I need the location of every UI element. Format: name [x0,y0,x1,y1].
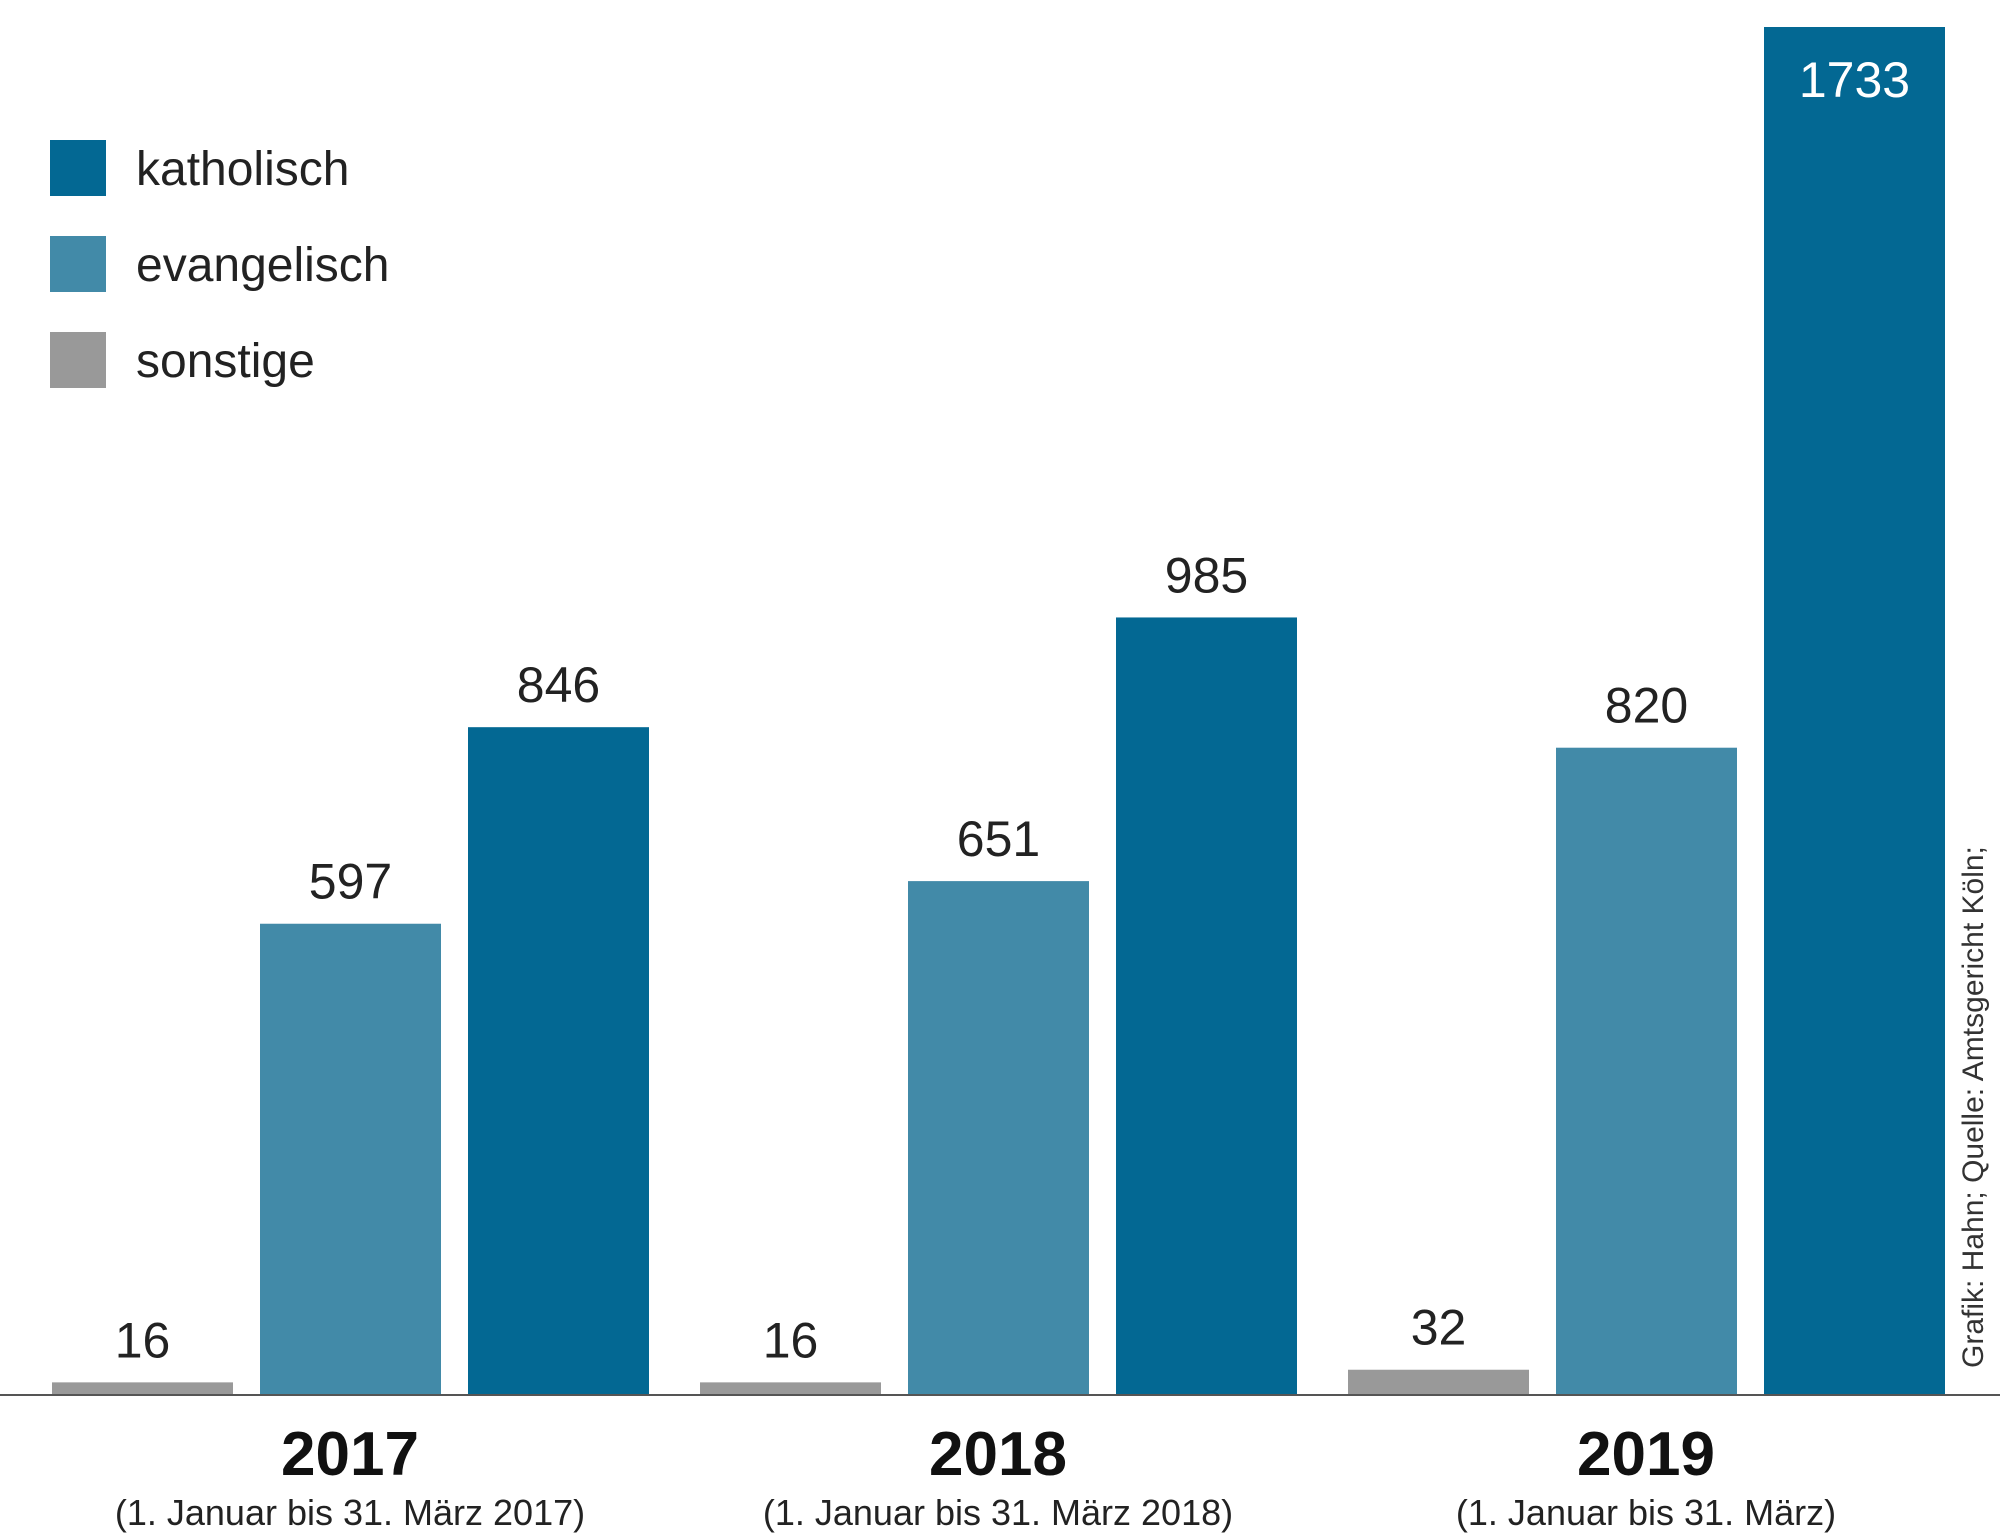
value-label-katholisch-2019: 1733 [1799,52,1910,108]
value-label-katholisch-2018: 985 [1165,547,1248,603]
bar-katholisch-2018 [1116,617,1297,1395]
legend-swatch-evangelisch [50,236,106,292]
value-label-evangelisch-2019: 820 [1605,678,1688,734]
source-credit: Grafik: Hahn; Quelle: Amtsgericht Köln; [1957,846,1990,1368]
legend-label-katholisch: katholisch [136,143,349,196]
value-label-evangelisch-2018: 651 [957,811,1040,867]
value-label-sonstige-2018: 16 [763,1312,819,1368]
bar-evangelisch-2017 [260,923,441,1395]
legend-swatch-sonstige [50,332,106,388]
value-label-sonstige-2017: 16 [115,1312,171,1368]
value-label-sonstige-2019: 32 [1411,1300,1467,1356]
category-period-2019: (1. Januar bis 31. März) [1456,1492,1836,1533]
value-label-evangelisch-2017: 597 [309,854,392,910]
bar-katholisch-2017 [468,727,649,1395]
category-period-2018: (1. Januar bis 31. März 2018) [763,1492,1233,1533]
category-label-2017: 2017 [281,1420,419,1489]
bar-sonstige-2019 [1348,1369,1529,1395]
category-label-2019: 2019 [1577,1420,1715,1489]
bars-group [52,27,1945,1395]
category-period-2017: (1. Januar bis 31. März 2017) [115,1492,585,1533]
legend-label-sonstige: sonstige [136,335,315,388]
value-labels-group: 16 597 846 16 651 985 32 820 1733 [115,52,1910,1368]
legend-swatch-katholisch [50,140,106,196]
category-labels-group: 2017(1. Januar bis 31. März 2017)2018(1.… [115,1420,1836,1533]
value-label-katholisch-2017: 846 [517,657,600,713]
legend-label-evangelisch: evangelisch [136,239,390,292]
bar-evangelisch-2018 [908,881,1089,1395]
category-label-2018: 2018 [929,1420,1067,1489]
bar-sonstige-2017 [52,1382,233,1395]
bar-evangelisch-2019 [1556,747,1737,1395]
bar-sonstige-2018 [700,1382,881,1395]
bar-katholisch-2019 [1764,27,1945,1395]
legend: katholisch evangelisch sonstige [50,140,390,388]
